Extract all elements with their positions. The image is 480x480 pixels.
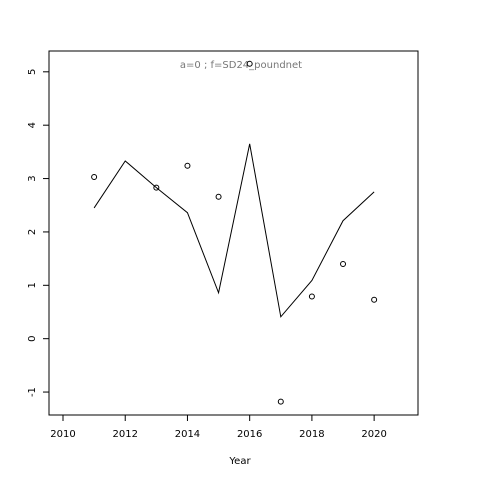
x-axis-label: Year [228, 456, 251, 467]
x-tick-label: 2018 [299, 429, 324, 440]
y-tick-label: 1 [27, 282, 38, 288]
y-tick-label: 4 [27, 122, 38, 128]
plot-box [48, 50, 419, 416]
x-tick-label: 2014 [175, 429, 200, 440]
y-tick-label: 0 [27, 335, 38, 341]
data-line [93, 143, 375, 318]
chart-title: a=0 ; f=SD24_poundnet [180, 60, 302, 71]
data-point [91, 173, 98, 180]
y-tick-label: 5 [27, 69, 38, 75]
data-point [371, 296, 378, 303]
y-tick-label: 3 [27, 175, 38, 181]
data-point [340, 260, 347, 267]
data-point [215, 193, 222, 200]
data-point [277, 398, 284, 405]
data-point [246, 60, 253, 67]
x-tick-label: 2010 [50, 429, 75, 440]
data-point [308, 293, 315, 300]
data-point [184, 162, 191, 169]
x-tick-label: 2012 [113, 429, 138, 440]
data-point [153, 184, 160, 191]
x-tick-label: 2020 [361, 429, 386, 440]
y-tick-label: -1 [27, 387, 38, 397]
x-tick-label: 2016 [237, 429, 262, 440]
y-tick-label: 2 [27, 229, 38, 235]
